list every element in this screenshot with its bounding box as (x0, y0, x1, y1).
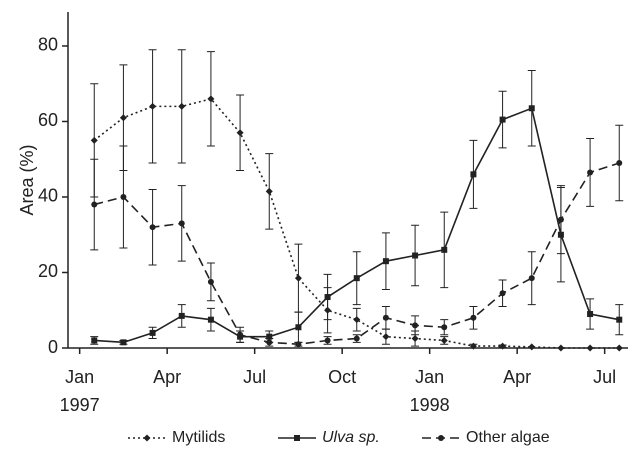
marker (587, 169, 594, 176)
marker (295, 341, 302, 348)
marker (440, 336, 448, 344)
y-axis-label: Area (%) (17, 144, 37, 215)
marker (615, 344, 623, 352)
y-tick-label: 60 (38, 110, 58, 130)
marker (528, 275, 535, 282)
year-label: 1998 (410, 395, 450, 415)
year-label: 1997 (60, 395, 100, 415)
marker (412, 322, 419, 329)
marker (382, 314, 389, 321)
y-tick-label: 80 (38, 35, 58, 55)
marker (441, 246, 448, 253)
marker (91, 337, 98, 344)
marker (149, 102, 157, 110)
marker (469, 342, 477, 350)
marker (557, 344, 565, 352)
marker (616, 316, 623, 323)
marker (295, 324, 302, 331)
legend-marker (294, 435, 300, 441)
marker (237, 331, 244, 338)
marker (119, 114, 127, 122)
marker (324, 337, 331, 344)
marker (470, 171, 477, 178)
marker (265, 187, 273, 195)
x-tick-label: Jan (415, 367, 444, 387)
legend-marker (143, 434, 151, 442)
marker (324, 294, 331, 301)
marker (149, 329, 156, 336)
x-tick-label: Apr (153, 367, 181, 387)
marker (353, 275, 360, 282)
marker (470, 314, 477, 321)
marker (528, 343, 536, 351)
marker (353, 316, 361, 324)
legend-label: Other algae (466, 429, 550, 446)
legend-label: Mytilids (172, 429, 225, 446)
x-tick-label: Oct (328, 367, 356, 387)
marker (90, 136, 98, 144)
marker (411, 335, 419, 343)
marker (616, 160, 623, 167)
x-tick-label: Jul (593, 367, 616, 387)
marker (266, 339, 273, 346)
legend-marker (438, 435, 444, 441)
marker (178, 312, 185, 319)
marker (528, 105, 535, 112)
marker (587, 311, 594, 318)
marker (266, 333, 273, 340)
x-tick-label: Jul (243, 367, 266, 387)
marker (557, 216, 564, 223)
marker (120, 193, 127, 200)
x-tick-label: Jan (65, 367, 94, 387)
marker (499, 116, 506, 123)
marker (499, 342, 507, 350)
marker (120, 339, 127, 346)
x-tick-label: Apr (503, 367, 531, 387)
y-tick-label: 0 (48, 337, 58, 357)
marker (178, 102, 186, 110)
legend-label: Ulva sp. (322, 429, 380, 446)
marker (586, 344, 594, 352)
y-tick-label: 20 (38, 261, 58, 281)
marker (382, 258, 389, 265)
marker (149, 224, 156, 231)
y-tick-label: 40 (38, 186, 58, 206)
marker (207, 278, 214, 285)
marker (412, 252, 419, 259)
marker (91, 201, 98, 208)
marker (382, 333, 390, 341)
marker (441, 324, 448, 331)
marker (178, 220, 185, 227)
marker (236, 129, 244, 137)
marker (353, 335, 360, 342)
marker (207, 95, 215, 103)
marker (207, 316, 214, 323)
marker (294, 274, 302, 282)
marker (499, 290, 506, 297)
